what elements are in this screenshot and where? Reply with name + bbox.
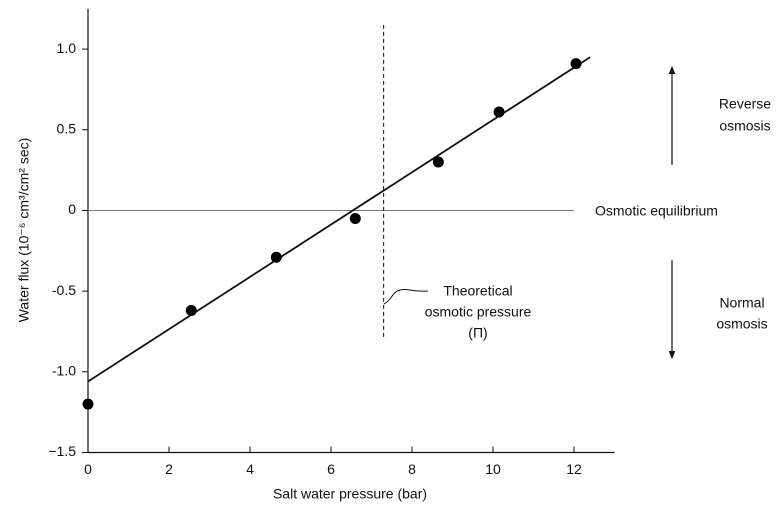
- x-axis-label: Salt water pressure (bar): [273, 486, 427, 502]
- annotation: Reverse: [719, 96, 771, 112]
- annotation: osmosis: [716, 316, 767, 332]
- x-tick-label: 0: [84, 461, 92, 477]
- annotation: osmotic pressure: [425, 304, 532, 320]
- annotation-leader: [383, 288, 429, 305]
- data-point: [570, 58, 582, 70]
- x-tick-label: 10: [485, 461, 501, 477]
- y-tick-label: 0.5: [57, 120, 77, 136]
- annotation: (Π): [468, 325, 487, 341]
- data-point: [493, 106, 505, 118]
- data-point: [185, 305, 197, 316]
- y-tick-label: 0: [68, 201, 76, 217]
- x-tick-label: 6: [327, 461, 335, 477]
- annotation: Theoretical: [443, 283, 512, 299]
- y-tick-label: -0.5: [52, 282, 76, 298]
- fit-line: [87, 56, 591, 383]
- annotation: Osmotic equilibrium: [595, 203, 718, 219]
- x-tick-label: 12: [566, 461, 582, 477]
- data-point: [82, 398, 94, 410]
- x-tick-label: 8: [408, 461, 416, 477]
- data-point: [349, 213, 361, 225]
- y-tick-label: −1.5: [48, 443, 76, 459]
- annotation: Normal: [719, 295, 764, 311]
- x-tick-label: 2: [165, 461, 173, 477]
- data-point: [270, 251, 282, 263]
- annotation: osmosis: [719, 118, 770, 134]
- y-axis-label: Water flux (10⁻⁶ cm³/cm² sec): [16, 138, 32, 323]
- data-point: [432, 156, 444, 168]
- y-tick-label: 1.0: [57, 40, 77, 56]
- y-tick-label: -1.0: [52, 363, 76, 379]
- x-tick-label: 4: [246, 461, 254, 477]
